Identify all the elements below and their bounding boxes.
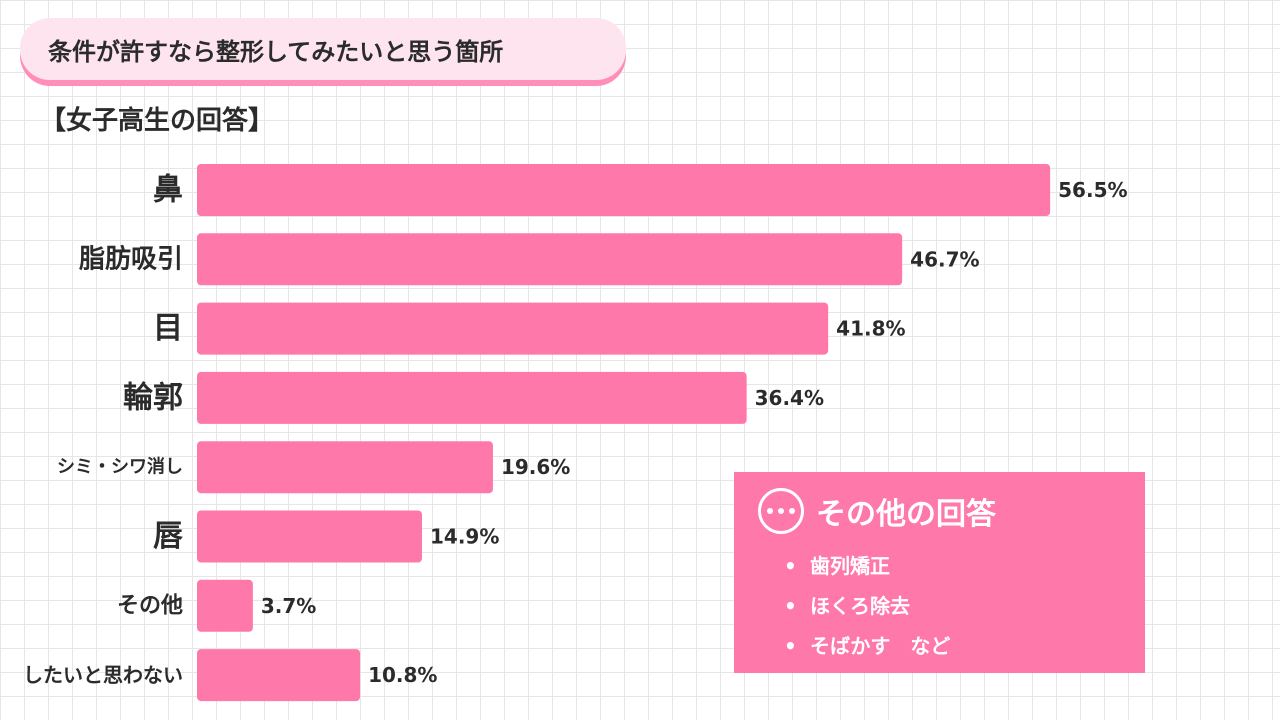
value-label: 41.8% (836, 317, 905, 341)
bar (197, 579, 253, 632)
chart-title: 条件が許すなら整形してみたいと思う箇所 (20, 18, 626, 80)
value-label: 36.4% (755, 386, 824, 410)
category-label: 唇 (153, 519, 183, 554)
bar (197, 649, 361, 702)
value-label: 19.6% (501, 455, 570, 479)
title-badge: 条件が許すなら整形してみたいと思う箇所 (20, 18, 634, 88)
other-answer-item: ほくろ除去 (784, 586, 1121, 626)
other-answers-list: 歯列矯正 ほくろ除去 そばかす など (758, 546, 1121, 666)
category-label: シミ・シワ消し (57, 456, 183, 478)
value-label: 14.9% (430, 525, 499, 549)
bar (197, 233, 903, 286)
other-answers-heading: その他の回答 (816, 497, 996, 532)
value-label: 10.8% (368, 663, 437, 687)
category-label: したいと思わない (23, 663, 183, 687)
value-label: 3.7% (261, 594, 316, 618)
category-label: 目 (153, 311, 183, 346)
value-label: 46.7% (910, 247, 979, 271)
bar (197, 302, 829, 355)
bar (197, 164, 1051, 216)
bar (197, 441, 493, 494)
category-label: 脂肪吸引 (79, 244, 183, 274)
value-label: 56.5% (1058, 178, 1127, 202)
other-answer-item: 歯列矯正 (784, 546, 1121, 586)
bar (197, 371, 747, 424)
ellipsis-circle-icon (758, 488, 804, 534)
chart-subtitle: 【女子高生の回答】 (40, 106, 275, 136)
bar (197, 510, 422, 563)
other-answer-item: そばかす など (784, 626, 1121, 666)
category-label: その他 (117, 593, 183, 618)
other-answers-panel: その他の回答 歯列矯正 ほくろ除去 そばかす など (734, 472, 1145, 673)
category-label: 鼻 (153, 173, 183, 208)
category-label: 輪郭 (123, 380, 183, 415)
